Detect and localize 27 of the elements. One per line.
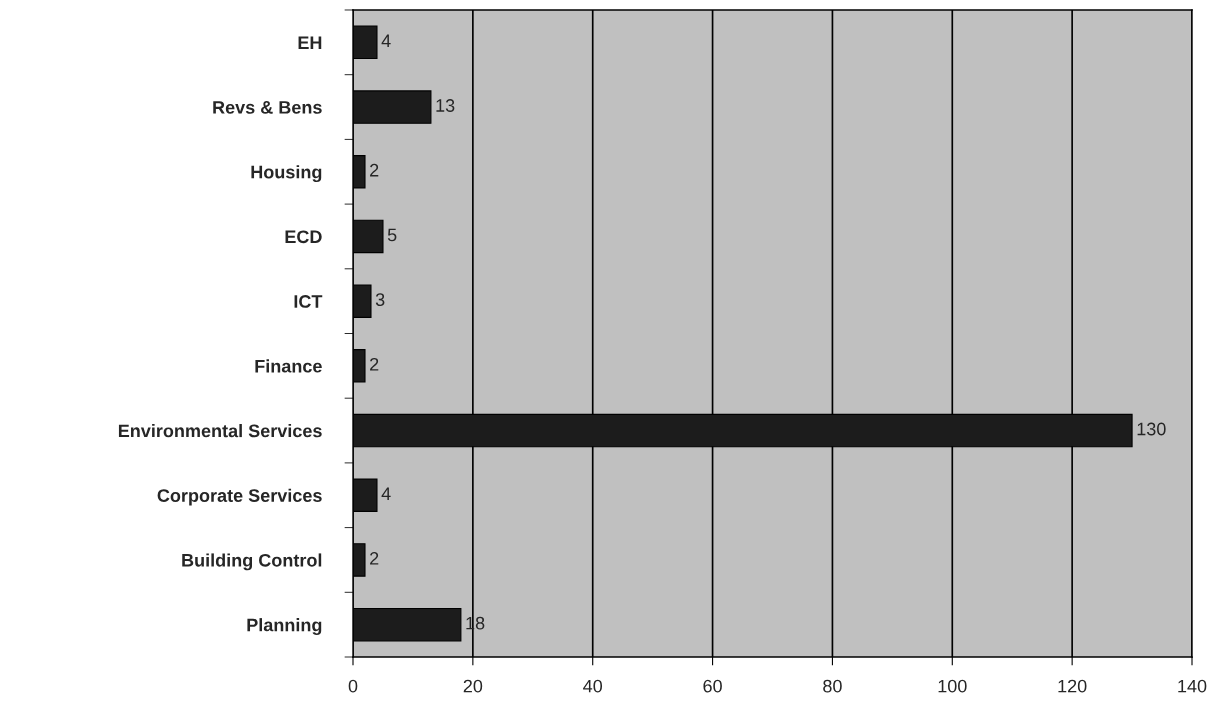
y-tick-label: Environmental Services (118, 424, 322, 438)
y-tick-label: Planning (247, 618, 322, 636)
data-label: 4 (381, 34, 391, 48)
x-tick-label: 20 (463, 679, 483, 693)
y-tick-label: Housing (251, 165, 322, 183)
y-tick-label: Corporate Services (157, 488, 322, 506)
data-label: 3 (375, 293, 385, 306)
x-tick-label: 120 (1058, 679, 1087, 693)
x-tick-label: 100 (938, 679, 967, 693)
data-label: 13 (436, 99, 455, 112)
y-tick-label: Revs & Bens (213, 101, 322, 114)
data-label: 2 (370, 357, 379, 371)
data-label: 2 (370, 163, 379, 177)
x-tick-label: 140 (1178, 679, 1207, 693)
data-label: 130 (1137, 422, 1166, 436)
data-label: 4 (381, 487, 391, 500)
y-tick-label: Finance (255, 359, 322, 373)
data-label: 2 (370, 552, 379, 565)
y-tick-label: EH (298, 36, 322, 49)
y-tick-label: Building Control (182, 553, 322, 571)
data-label: 5 (387, 228, 397, 242)
x-tick-label: 0 (348, 679, 358, 693)
x-tick-label: 80 (823, 679, 842, 693)
x-tick-label: 60 (703, 679, 722, 693)
x-tick-label: 40 (583, 679, 603, 693)
y-tick-label: ECD (285, 230, 322, 244)
y-tick-label: ICT (294, 295, 323, 308)
